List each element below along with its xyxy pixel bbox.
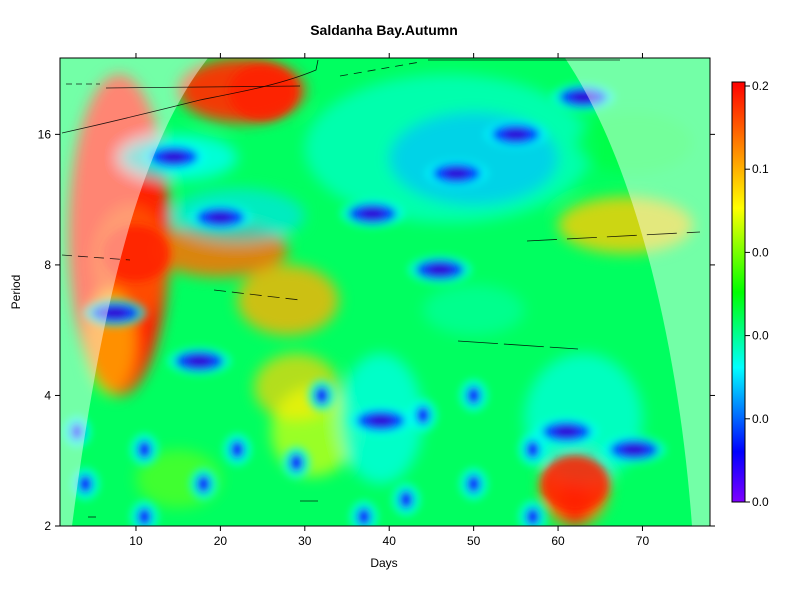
low-power-spot [137, 440, 152, 459]
low-power-core [622, 444, 647, 455]
y-tick-label: 4 [44, 388, 51, 402]
heatmap-cell-region [558, 196, 694, 254]
x-axis: 10 20 30 40 50 60 70 [129, 53, 649, 548]
heatmap-cell-region [422, 284, 525, 336]
low-power-core [368, 415, 393, 426]
contour-line [61, 254, 131, 261]
x-tick-label: 50 [467, 534, 481, 548]
low-power-core [571, 92, 596, 103]
low-power-core [102, 307, 127, 318]
x-tick-label: 60 [551, 534, 565, 548]
low-power-core [208, 212, 233, 223]
contour-line [526, 231, 701, 242]
contour-line [213, 289, 301, 301]
x-tick-label: 30 [298, 534, 312, 548]
low-power-spot [196, 474, 211, 493]
low-power-spot [466, 386, 481, 405]
x-axis-label: Days [370, 556, 397, 570]
contour-line [61, 59, 319, 134]
plot-frame [59, 57, 711, 527]
low-power-spot [314, 386, 329, 405]
low-power-spot [78, 474, 93, 493]
low-power-spot [415, 406, 430, 425]
cone-of-influence-left [60, 58, 208, 526]
high-power-region [101, 225, 170, 282]
low-power-core [427, 264, 452, 275]
colorbar-gradient [731, 81, 746, 503]
low-power-core [187, 356, 212, 367]
low-power-spot [525, 507, 540, 526]
y-axis: 2 4 8 16 [38, 127, 715, 533]
low-power-spot [356, 507, 371, 526]
y-tick-label: 8 [44, 258, 51, 272]
contour-line [105, 85, 301, 89]
low-power-core [554, 426, 579, 437]
colorbar-tick-label: 0.1 [752, 162, 769, 176]
low-power-spot [525, 440, 540, 459]
low-power-core [444, 168, 469, 179]
low-power-spot [289, 453, 304, 472]
colorbar-tick-label: 0.2 [752, 79, 769, 93]
low-power-spot [399, 490, 414, 509]
colorbar-tick-label: 0.0 [752, 329, 769, 343]
low-power-spot [466, 474, 481, 493]
x-tick-label: 40 [383, 534, 397, 548]
cone-of-influence-right [565, 58, 710, 526]
high-power-region [228, 64, 297, 121]
high-power-region [540, 455, 609, 512]
colorbar-tick-label: 0.0 [752, 245, 769, 259]
y-tick-label: 16 [38, 127, 52, 141]
y-tick-label: 2 [44, 519, 51, 533]
heatmap-cell-region [237, 264, 339, 336]
heatmap-area [60, 58, 710, 526]
low-power-core [503, 129, 528, 140]
heatmap-cell-region [574, 112, 694, 174]
chart-title: Saldanha Bay.Autumn [310, 22, 458, 38]
colorbar-tick-label: 0.0 [752, 412, 769, 426]
low-power-spot [137, 507, 152, 526]
low-power-spot [230, 440, 245, 459]
low-power-spot [69, 422, 84, 441]
low-power-core [161, 151, 186, 162]
low-power-core [360, 208, 385, 219]
colorbar: 0.2 0.1 0.0 0.0 0.0 0.0 [731, 79, 769, 509]
x-tick-label: 20 [214, 534, 228, 548]
y-axis-label: Period [9, 275, 23, 310]
contour-line [457, 340, 579, 350]
x-tick-label: 10 [129, 534, 143, 548]
colorbar-tick-label: 0.0 [752, 495, 769, 509]
x-tick-label: 70 [636, 534, 650, 548]
